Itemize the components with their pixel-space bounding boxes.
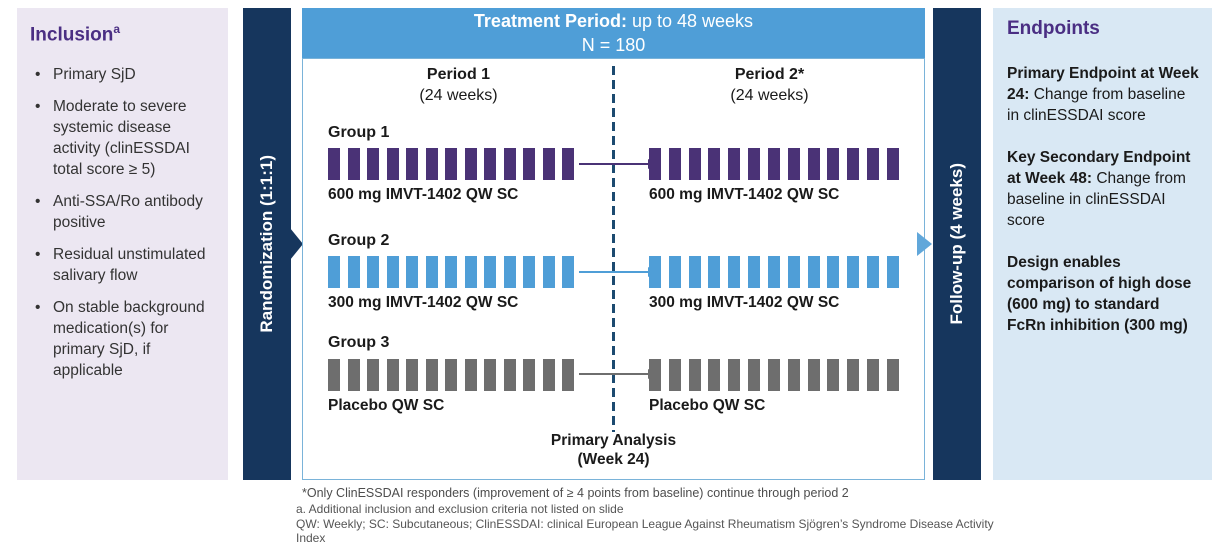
inclusion-bullet: Anti-SSA/Ro antibody positive xyxy=(30,191,216,233)
treatment-period-title: Treatment Period: up to 48 weeks xyxy=(473,11,754,31)
group-2-period-2-dose-bars xyxy=(649,256,899,288)
footnote-asterisk: *Only ClinESSDAI responders (improvement… xyxy=(302,486,849,500)
group-1-label: Group 1 xyxy=(328,124,390,141)
group-3-period-2-dose-label: Placebo QW SC xyxy=(649,397,766,414)
period-divider-dashed-line xyxy=(612,66,615,432)
group-3-continuation-arrow xyxy=(579,369,657,379)
randomization-label: Randomization (1:1:1) xyxy=(257,155,276,333)
group-1-period-1-dose-label: 600 mg IMVT-1402 QW SC xyxy=(328,186,519,203)
group-3-period-1-dose-label: Placebo QW SC xyxy=(328,397,445,414)
group-2-period-2-dose-label: 300 mg IMVT-1402 QW SC xyxy=(649,294,840,311)
inclusion-panel: Inclusiona Primary SjD Moderate to sever… xyxy=(17,8,228,480)
inclusion-bullet: Primary SjD xyxy=(30,64,216,85)
footnote-abbreviations: QW: Weekly; SC: Subcutaneous; ClinESSDAI… xyxy=(296,517,994,545)
inclusion-bullet: Residual unstimulated salivary flow xyxy=(30,244,216,286)
inclusion-title-superscript: a xyxy=(113,22,121,36)
group-1-period-1-dose-bars xyxy=(328,148,574,180)
footnotes: *Only ClinESSDAI responders (improvement… xyxy=(296,486,1016,545)
endpoints-title: Endpoints xyxy=(1007,18,1100,39)
group-2-period-1-dose-bars xyxy=(328,256,574,288)
period-1-header: Period 1 (24 weeks) xyxy=(419,66,498,104)
followup-bar: Follow-up (4 weeks) xyxy=(917,8,981,480)
period-2-header: Period 2* (24 weeks) xyxy=(730,66,809,104)
inclusion-bullet: On stable background medication(s) for p… xyxy=(30,297,216,381)
footnote-a: a. Additional inclusion and exclusion cr… xyxy=(296,502,624,516)
group-1-period-2-dose-label: 600 mg IMVT-1402 QW SC xyxy=(649,186,840,203)
primary-analysis-label: Primary Analysis (Week 24) xyxy=(550,432,677,468)
treatment-panel: Treatment Period: up to 48 weeks N = 180… xyxy=(302,8,925,480)
inclusion-bullet-list: Primary SjD Moderate to severe systemic … xyxy=(30,64,216,381)
treatment-period-n: N = 180 xyxy=(581,35,646,55)
treatment-period-header: Treatment Period: up to 48 weeks N = 180 xyxy=(302,8,925,58)
group-3-period-2-dose-bars xyxy=(649,359,899,391)
key-secondary-endpoint-text: Key Secondary Endpoint at Week 48: Chang… xyxy=(1007,149,1191,229)
primary-endpoint-text: Primary Endpoint at Week 24: Change from… xyxy=(1007,65,1199,124)
group-1-period-2-dose-bars xyxy=(649,148,899,180)
inclusion-bullet: Moderate to severe systemic disease acti… xyxy=(30,96,216,180)
treatment-body: Period 1 (24 weeks) Period 2* (24 weeks)… xyxy=(302,58,925,480)
group-3-label: Group 3 xyxy=(328,334,390,351)
inclusion-title: Inclusiona xyxy=(30,22,121,46)
group-2-period-1-dose-label: 300 mg IMVT-1402 QW SC xyxy=(328,294,519,311)
endpoints-panel: Endpoints Primary Endpoint at Week 24: C… xyxy=(993,8,1212,480)
group-1-continuation-arrow xyxy=(579,159,657,169)
randomization-bar: Randomization (1:1:1) xyxy=(243,8,303,480)
followup-label: Follow-up (4 weeks) xyxy=(947,163,966,325)
group-3-period-1-dose-bars xyxy=(328,359,574,391)
group-2-label: Group 2 xyxy=(328,232,390,249)
design-comparison-text: Design enables comparison of high dose (… xyxy=(1007,254,1192,334)
group-2-continuation-arrow xyxy=(579,267,657,277)
